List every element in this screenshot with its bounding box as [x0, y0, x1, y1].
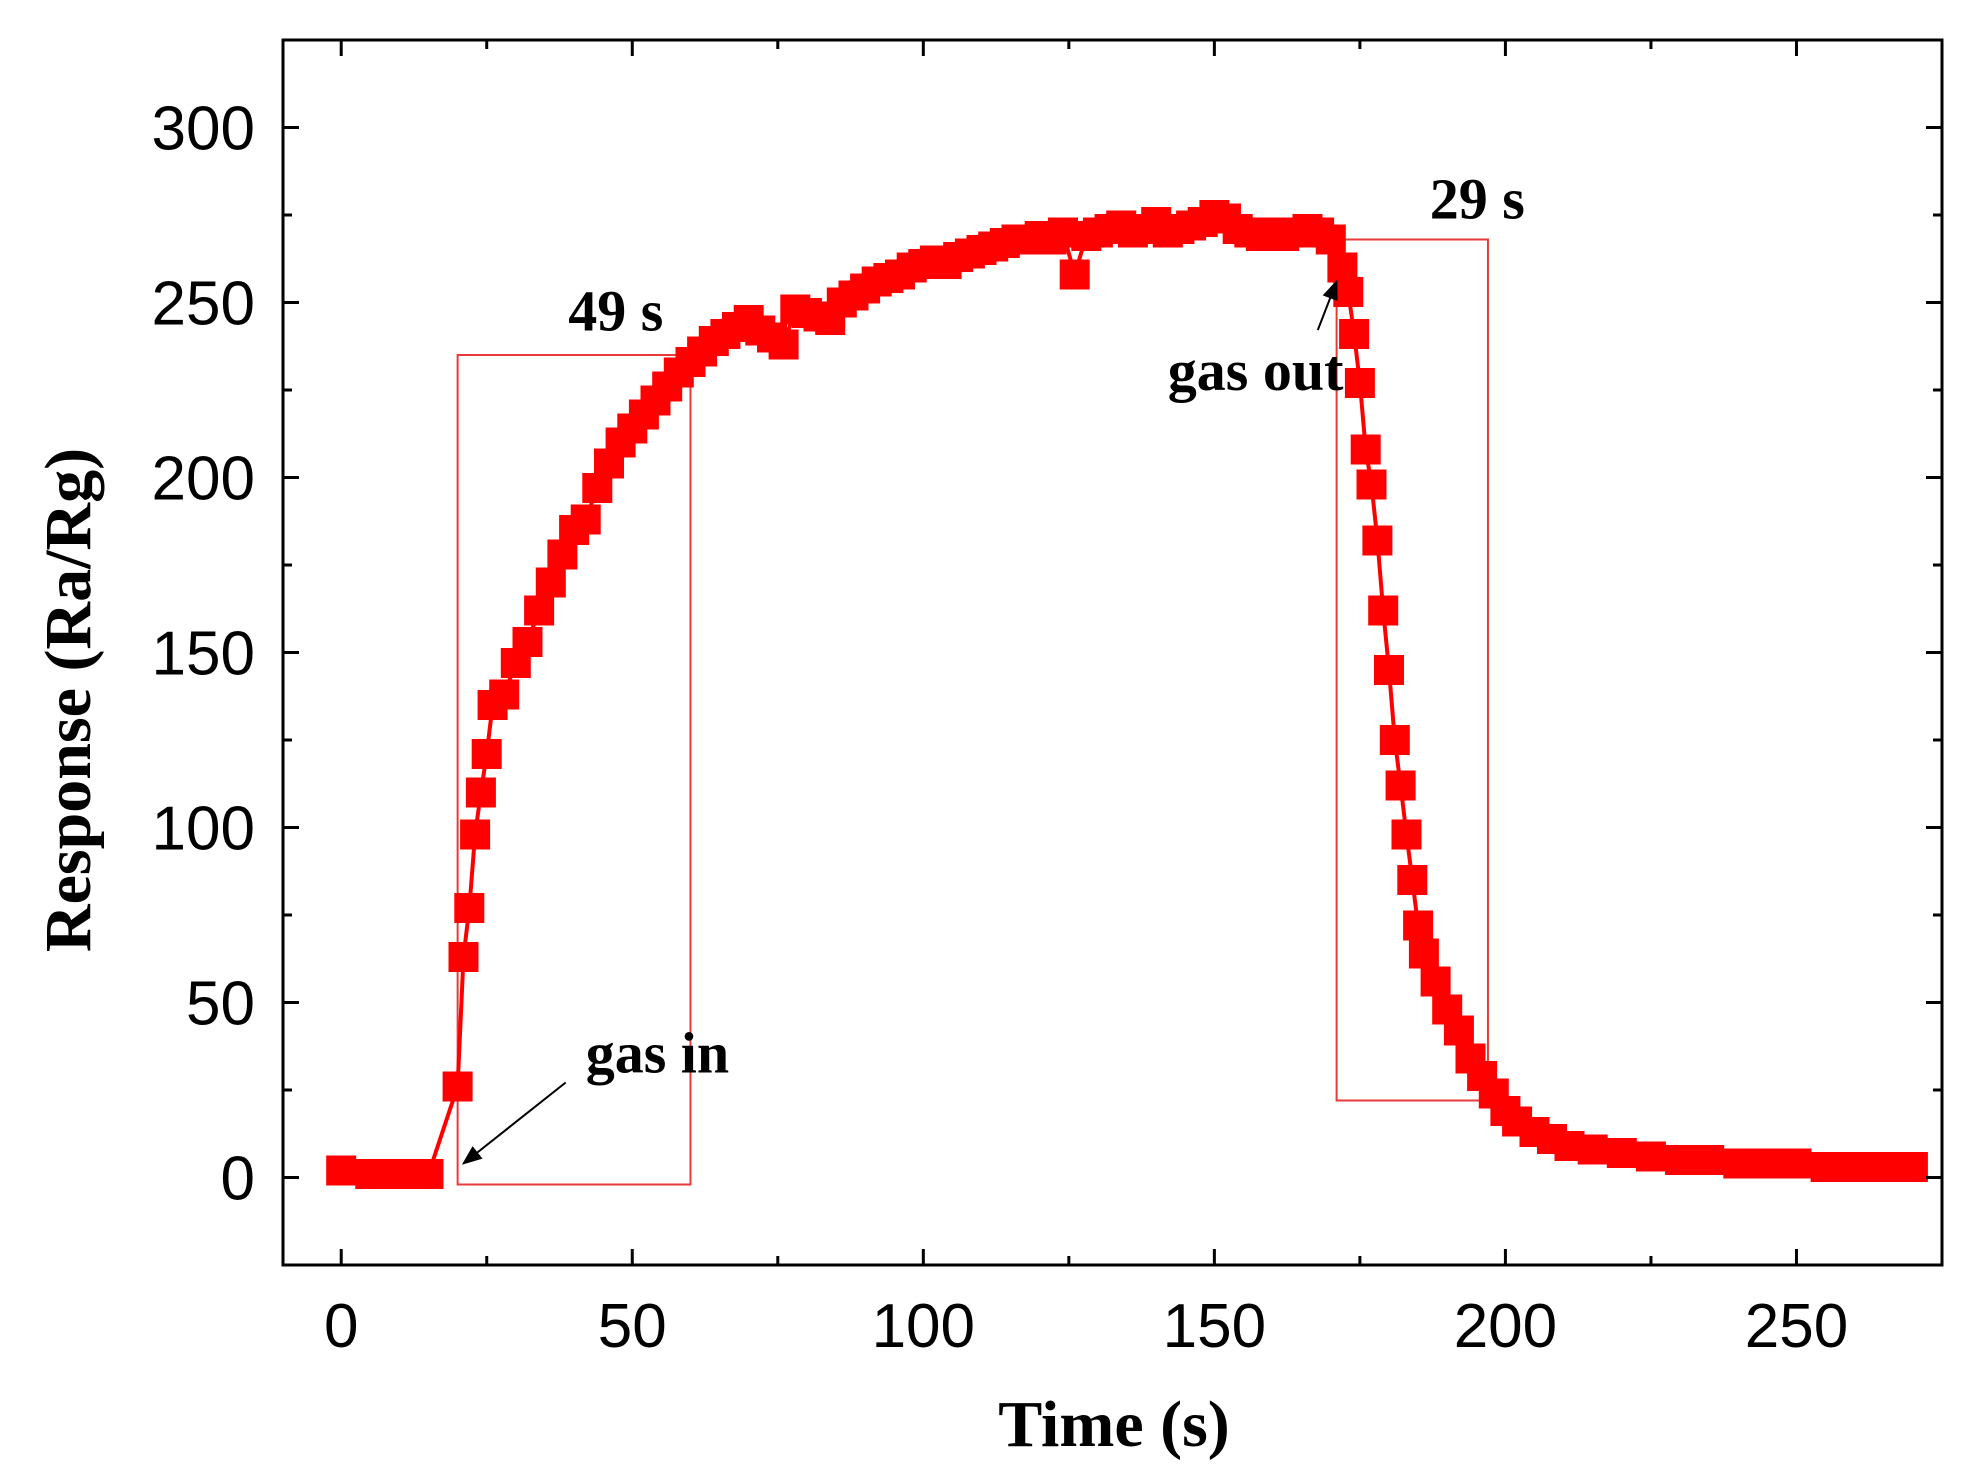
data-point: [448, 942, 479, 972]
data-point: [1379, 725, 1410, 755]
time-bracket: [1335, 238, 1489, 1102]
data-point: [1752, 1148, 1783, 1179]
data-point: [1665, 1145, 1696, 1175]
data-point: [1868, 1152, 1899, 1182]
data-point: [1694, 1145, 1725, 1175]
data-point: [355, 1159, 386, 1189]
y-tick-label: 250: [152, 270, 255, 339]
y-tick-label: 50: [186, 970, 255, 1039]
data-point: [1350, 434, 1381, 465]
data-point: [535, 567, 566, 598]
data-point: [524, 595, 555, 626]
annotation-label: gas in: [586, 1021, 729, 1086]
data-point: [1385, 770, 1416, 801]
data-point: [1781, 1148, 1812, 1179]
annotation-label: 29 s: [1430, 167, 1525, 232]
data-point: [1635, 1141, 1666, 1172]
y-tick-label: 0: [221, 1145, 255, 1214]
x-tick-label: 200: [1454, 1292, 1557, 1361]
data-point: [1606, 1138, 1637, 1168]
y-tick-label: 200: [152, 445, 255, 514]
x-axis-ticks: 0 50 100 150 200 250: [324, 40, 1944, 1361]
time-bracket: [456, 354, 692, 1186]
data-point: [460, 819, 491, 850]
time-brackets: [456, 238, 1489, 1186]
data-point: [1397, 865, 1428, 895]
data-point: [1344, 368, 1375, 398]
data-point: [1368, 595, 1399, 626]
y-tick-label: 100: [152, 795, 255, 864]
x-tick-label: 250: [1745, 1292, 1848, 1361]
annotations: 49 s 29 s gas in gas out: [461, 167, 1525, 1165]
data-point: [465, 777, 496, 808]
x-tick-label: 50: [598, 1292, 667, 1361]
data-point: [1810, 1152, 1841, 1182]
data-point: [442, 1071, 473, 1102]
data-point: [570, 504, 601, 535]
x-tick-label: 0: [324, 1292, 358, 1361]
data-point: [1403, 910, 1434, 941]
data-point: [1420, 966, 1451, 997]
data-point: [1839, 1152, 1870, 1182]
data-point: [1391, 819, 1422, 850]
data-point: [471, 739, 502, 769]
y-tick-label: 300: [152, 95, 255, 164]
data-point: [1333, 277, 1364, 307]
y-axis-ticks: 0 50 100 150 200 250 300: [152, 38, 1942, 1267]
x-tick-label: 150: [1163, 1292, 1266, 1361]
data-point: [1339, 319, 1370, 349]
data-point: [1577, 1134, 1608, 1165]
data-point: [1059, 259, 1090, 290]
series-line: [340, 212, 1913, 1176]
data-point: [1723, 1148, 1754, 1179]
annotation-arrow: [461, 1081, 567, 1165]
data-point: [1374, 655, 1404, 685]
data-point: [1408, 938, 1439, 969]
annotation-label: 49 s: [568, 279, 663, 344]
x-tick-label: 100: [872, 1292, 975, 1361]
annotation-label: gas out: [1168, 338, 1344, 403]
y-axis-title: Response (Ra/Rg): [32, 448, 105, 952]
data-point: [326, 1155, 357, 1186]
data-point: [768, 329, 799, 360]
data-point: [454, 893, 485, 923]
data-point: [1443, 1015, 1474, 1046]
y-tick-label: 150: [152, 620, 255, 689]
data-point: [489, 679, 520, 710]
data-point: [413, 1159, 444, 1189]
annotation-arrow: [1316, 279, 1338, 331]
data-point: [384, 1159, 415, 1189]
data-point: [1897, 1152, 1928, 1182]
data-series-response: [326, 200, 1928, 1189]
data-point: [1356, 469, 1387, 500]
data-point: [1315, 224, 1346, 255]
data-point: [512, 627, 543, 657]
x-axis-title: Time (s): [998, 1388, 1230, 1461]
data-point: [1362, 525, 1393, 556]
